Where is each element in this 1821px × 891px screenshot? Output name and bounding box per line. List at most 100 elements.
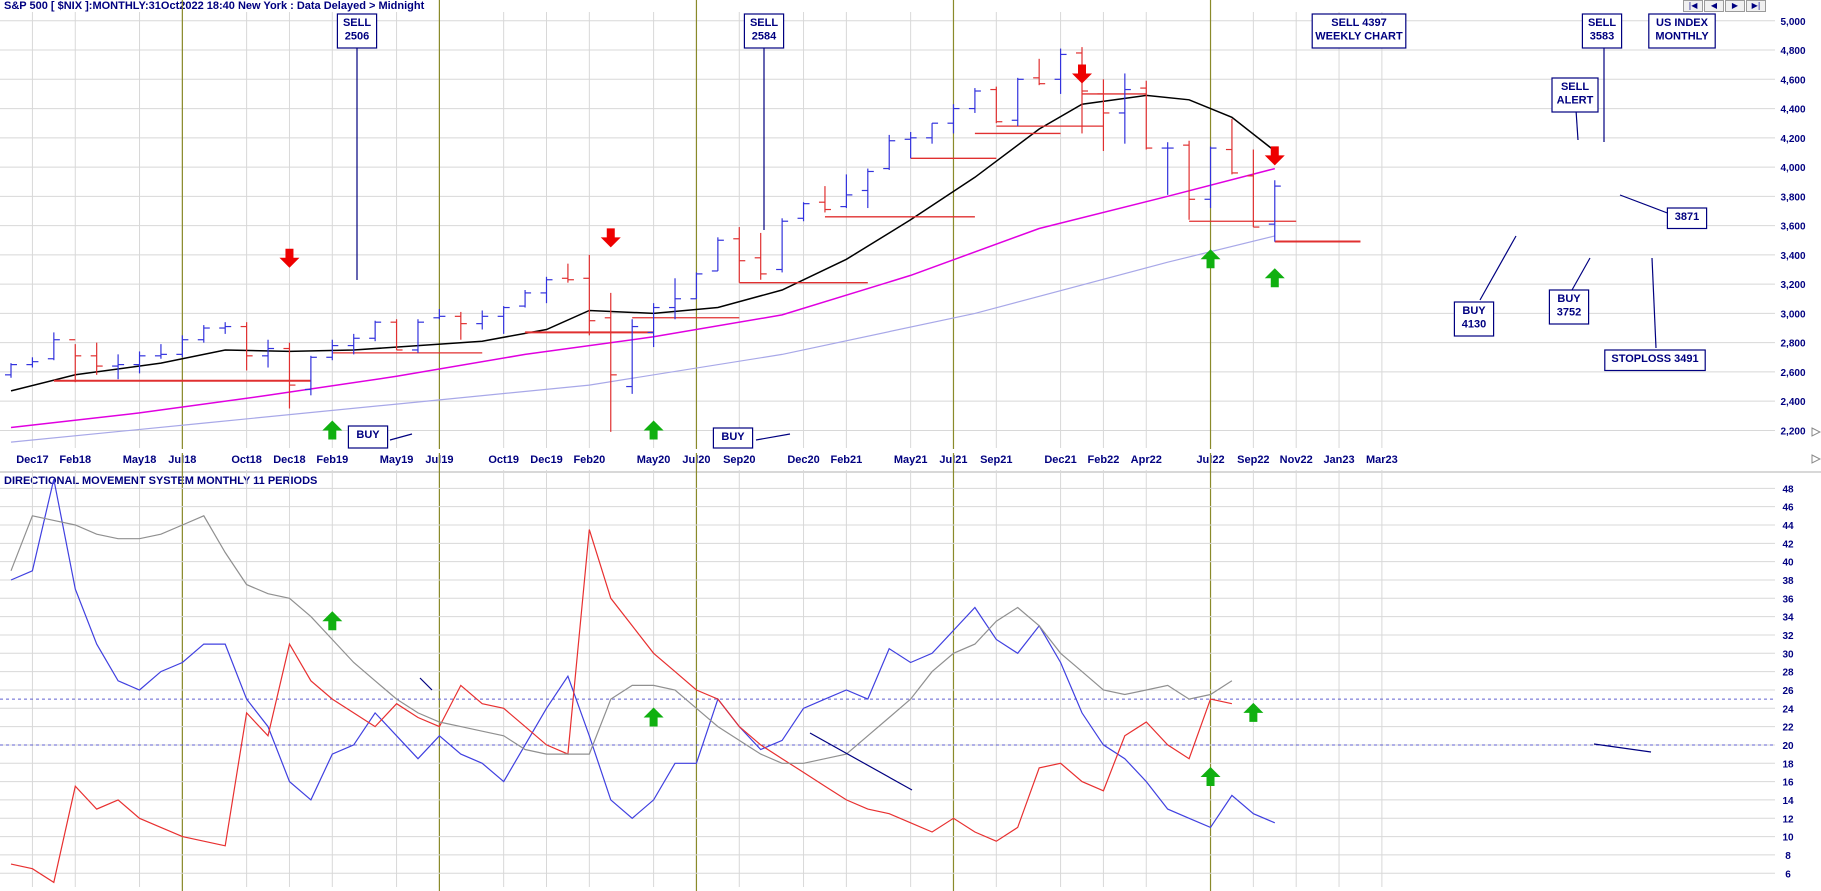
chart-title: S&P 500 [ $NIX ]:MONTHLY:31Oct2022 18:40…	[4, 0, 425, 12]
annotation-text: SELL	[343, 17, 371, 29]
price-y-tick-label: 3,600	[1780, 222, 1805, 233]
ohlc-bar	[1054, 48, 1067, 94]
ohlc-bar	[711, 237, 724, 272]
price-y-tick-label: 2,800	[1780, 339, 1805, 350]
ohlc-bar	[476, 310, 489, 330]
annotation-box	[1551, 77, 1599, 113]
annotation-callout: BUY 3752	[1548, 257, 1591, 325]
annotation-text: WEEKLY CHART	[1315, 31, 1403, 43]
annotation-box	[1666, 207, 1708, 230]
ohlc-bar	[776, 218, 789, 273]
annotation-text: STOPLOSS 3491	[1611, 353, 1698, 365]
ohlc-bar	[176, 335, 189, 358]
ohlc-bar	[1183, 140, 1196, 220]
buy-arrow-icon	[643, 707, 664, 727]
dms-y-tick-label: 28	[1782, 668, 1794, 679]
dms-y-tick-label: 10	[1782, 833, 1794, 844]
price-y-tick-label: 4,800	[1780, 46, 1805, 57]
x-tick-label: Dec19	[530, 454, 562, 466]
price-y-tick-label: 4,400	[1780, 105, 1805, 116]
price-y-tick-label: 5,000	[1780, 17, 1805, 28]
annotation-text: BUY	[1557, 293, 1581, 305]
annotation-connector	[1619, 194, 1671, 215]
annotation-text: 3871	[1675, 211, 1699, 223]
dms-y-tick-label: 26	[1782, 686, 1794, 697]
buy-arrow-icon	[1200, 249, 1221, 269]
annotation-callout: SELL 4397 WEEKLY CHART	[1311, 13, 1407, 49]
annotation-box	[1581, 13, 1623, 49]
moving-average-line-ma_short	[10, 94, 1276, 392]
x-tick-label: Dec21	[1044, 454, 1076, 466]
ohlc-bar	[326, 339, 339, 361]
ohlc-bar	[219, 322, 232, 334]
dms-y-tick-label: 34	[1782, 613, 1794, 624]
annotation-text: 4130	[1462, 319, 1486, 331]
ohlc-bar	[197, 325, 210, 343]
x-tick-label: May19	[380, 454, 414, 466]
annotation-callout: SELL 3583	[1581, 13, 1623, 142]
scroll-right-icon	[1811, 454, 1821, 464]
annotation-box	[1453, 301, 1495, 337]
annotation-text: US INDEX	[1656, 17, 1709, 29]
ohlc-bar	[947, 104, 960, 134]
annotation-callout: BUY	[712, 427, 791, 449]
previous-page-button[interactable]: ◀	[1704, 0, 1724, 12]
annotation-connector	[1575, 109, 1579, 141]
ohlc-bar	[240, 322, 253, 371]
support-levels	[53, 93, 1361, 382]
buy-arrow-icon	[1264, 268, 1285, 288]
dms-y-tick-label: 40	[1782, 558, 1794, 569]
ohlc-bar	[69, 339, 82, 383]
x-tick-label: Dec17	[16, 454, 48, 466]
annotation-text: BUY	[1462, 305, 1486, 317]
ohlc-bar	[454, 311, 467, 340]
ohlc-bar	[411, 319, 424, 353]
annotation-box	[1548, 289, 1590, 325]
next-page-button[interactable]: ▶	[1725, 0, 1745, 12]
ohlc-bar	[1225, 118, 1238, 175]
price-y-tick-label: 3,200	[1780, 280, 1805, 291]
ohlc-bar	[797, 202, 810, 222]
ohlc-bar	[1247, 149, 1260, 228]
ohlc-bar	[840, 174, 853, 209]
dms-annotations	[419, 677, 1652, 791]
annotation-text: 2584	[752, 31, 777, 43]
x-tick-label: Mar23	[1366, 454, 1398, 466]
price-signal-arrows	[279, 64, 1285, 440]
first-page-button[interactable]: |◀	[1683, 0, 1703, 12]
moving-average-line-ma_mid	[10, 167, 1275, 429]
annotation-text: 3583	[1590, 31, 1614, 43]
price-y-tick-label: 2,400	[1780, 397, 1805, 408]
ohlc-bar	[926, 122, 939, 144]
annotation-callout: SELL ALERT	[1551, 77, 1599, 141]
ohlc-bar	[883, 134, 896, 171]
dms-y-tick-label: 44	[1782, 521, 1794, 532]
x-tick-label: Dec18	[273, 454, 305, 466]
ohlc-bar	[904, 131, 917, 159]
annotation-connector	[1593, 743, 1652, 753]
ohlc-bar	[26, 357, 39, 368]
last-page-button[interactable]: ▶|	[1746, 0, 1766, 12]
dms-series	[10, 479, 1276, 884]
ohlc-bars	[5, 47, 1281, 432]
dms-y-tick-label: 6	[1785, 869, 1791, 880]
ohlc-bar	[754, 232, 767, 280]
annotation-text: BUY	[356, 429, 380, 441]
dms-y-tick-label: 16	[1782, 778, 1794, 789]
annotation-callout: STOPLOSS 3491	[1604, 257, 1706, 372]
dms-y-tick-label: 30	[1782, 649, 1794, 660]
dms-y-tick-label: 24	[1782, 704, 1794, 715]
dms-y-tick-label: 18	[1782, 759, 1794, 770]
annotation-text: SELL	[1561, 81, 1589, 93]
ohlc-bar	[112, 354, 125, 380]
annotation-callout: US INDEX MONTHLY	[1648, 13, 1716, 49]
indicator-title: DIRECTIONAL MOVEMENT SYSTEM MONTHLY 11 P…	[4, 475, 317, 487]
price-y-tick-label: 4,000	[1780, 163, 1805, 174]
ohlc-bar	[347, 333, 360, 355]
ohlc-bar	[519, 289, 532, 308]
dms-y-tick-label: 46	[1782, 503, 1794, 514]
buy-arrow-icon	[1200, 767, 1221, 787]
annotation-connector	[1571, 257, 1591, 291]
annotation-box	[712, 427, 754, 449]
x-tick-label: Feb19	[316, 454, 348, 466]
